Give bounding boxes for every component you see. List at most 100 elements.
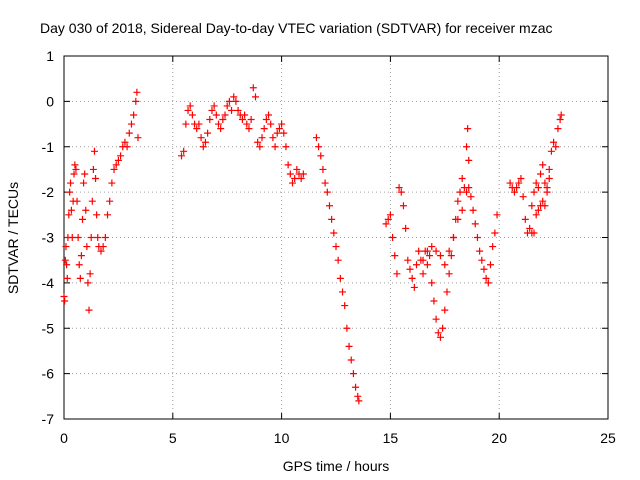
data-point — [521, 215, 529, 223]
data-point — [517, 175, 525, 183]
data-point — [133, 88, 141, 96]
data-point — [114, 156, 122, 164]
data-point — [90, 147, 98, 155]
y-tick-label: -2 — [42, 184, 55, 200]
data-point — [217, 125, 225, 133]
data-point — [251, 93, 259, 101]
data-point — [104, 211, 112, 219]
data-point — [130, 111, 138, 119]
data-point — [92, 175, 100, 183]
data-point — [419, 270, 427, 278]
y-axis-label: SDTVAR / TECUs — [5, 182, 21, 294]
data-point — [86, 270, 94, 278]
y-tick-label: -7 — [42, 411, 55, 427]
data-point — [471, 220, 479, 228]
data-point — [419, 256, 427, 264]
data-point — [541, 202, 549, 210]
data-point — [395, 184, 403, 192]
data-point — [386, 211, 394, 219]
data-point — [85, 306, 93, 314]
data-point — [441, 306, 449, 314]
data-point — [493, 211, 501, 219]
data-point — [534, 184, 542, 192]
data-point — [108, 179, 116, 187]
data-point — [221, 111, 229, 119]
data-point — [347, 356, 355, 364]
data-point — [454, 197, 462, 205]
data-point — [127, 120, 135, 128]
data-point — [341, 302, 349, 310]
data-point — [210, 102, 218, 110]
data-point — [238, 116, 246, 124]
data-points — [60, 84, 565, 405]
x-axis-label: GPS time / hours — [283, 458, 390, 474]
data-point — [554, 125, 562, 133]
data-point — [423, 261, 431, 269]
data-point — [393, 270, 401, 278]
data-point — [543, 184, 551, 192]
data-point — [432, 315, 440, 323]
data-point — [132, 97, 140, 105]
data-point — [539, 197, 547, 205]
data-point — [528, 202, 536, 210]
data-point — [112, 161, 120, 169]
data-point — [66, 188, 74, 196]
data-point — [199, 143, 207, 151]
data-point — [557, 111, 565, 119]
data-point — [515, 179, 523, 187]
data-point — [397, 188, 405, 196]
y-tick-label: -4 — [42, 275, 55, 291]
data-point — [81, 170, 89, 178]
data-point — [510, 188, 518, 196]
data-point — [99, 243, 107, 251]
data-point — [339, 288, 347, 296]
data-point — [428, 279, 436, 287]
data-point — [134, 134, 142, 142]
data-point — [476, 247, 484, 255]
data-point — [184, 106, 192, 114]
data-point — [121, 138, 129, 146]
data-point — [280, 129, 288, 137]
y-tick-label: 1 — [46, 48, 54, 64]
data-point — [68, 234, 76, 241]
data-point — [288, 179, 296, 187]
data-point — [426, 252, 434, 260]
data-point — [228, 106, 236, 114]
data-point — [188, 111, 196, 119]
data-point — [469, 206, 477, 214]
data-point — [482, 274, 490, 282]
x-tick-label: 20 — [491, 430, 507, 446]
data-point — [321, 179, 329, 187]
data-point — [186, 102, 194, 110]
data-point — [275, 125, 283, 133]
data-point — [204, 129, 212, 137]
data-point — [463, 188, 471, 196]
x-tick-label: 10 — [274, 430, 290, 446]
data-point — [182, 120, 190, 128]
data-point — [73, 197, 81, 205]
data-point — [450, 234, 458, 241]
data-point — [223, 102, 231, 110]
data-point — [391, 252, 399, 260]
data-point — [478, 256, 486, 264]
data-point — [413, 261, 421, 269]
data-point — [432, 247, 440, 255]
data-point — [382, 220, 390, 228]
data-point — [93, 211, 101, 219]
x-tick-label: 0 — [60, 430, 68, 446]
data-point — [299, 170, 307, 178]
data-point — [415, 247, 423, 255]
data-point — [464, 125, 472, 133]
data-point — [65, 211, 73, 219]
data-point — [291, 175, 299, 183]
data-point — [63, 261, 71, 269]
data-point — [534, 206, 542, 214]
data-point — [539, 161, 547, 169]
chart-title: Day 030 of 2018, Sidereal Day-to-day VTE… — [40, 20, 553, 36]
data-point — [74, 234, 82, 241]
data-point — [256, 143, 264, 151]
data-point — [352, 383, 360, 391]
data-point — [75, 261, 83, 269]
data-point — [106, 197, 114, 205]
